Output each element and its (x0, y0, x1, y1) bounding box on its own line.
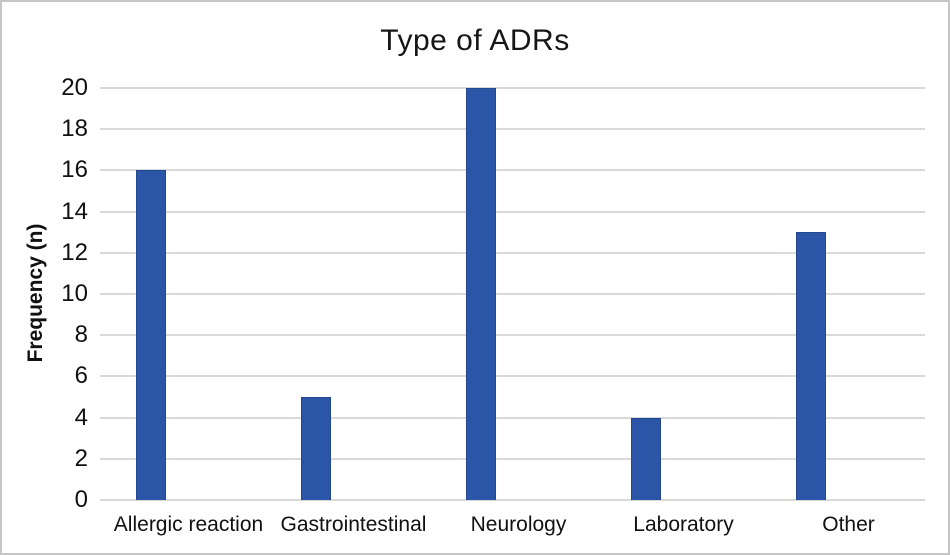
gridline-y-10 (100, 293, 925, 295)
gridline-y-12 (100, 251, 925, 254)
chart-title: Type of ADRs (380, 24, 570, 57)
x-tick-label-neurology: Neurology (470, 513, 567, 536)
gridline-y-4 (100, 416, 925, 419)
y-tick-label-6: 6 (74, 362, 88, 390)
y-tick-label-18: 18 (61, 115, 88, 143)
gridline-y-14 (100, 210, 925, 213)
plot-area (100, 87, 925, 501)
y-tick-label-4: 4 (74, 403, 88, 431)
gridline-y-2 (100, 457, 925, 460)
bar-neurology (465, 88, 496, 500)
y-tick-label-10: 10 (61, 280, 88, 307)
gridline-y-18 (100, 128, 925, 131)
gridline-y-0 (100, 499, 925, 501)
y-tick-label-14: 14 (61, 197, 88, 225)
gridline-y-8 (100, 334, 925, 337)
gridline-y-20 (100, 87, 925, 89)
y-tick-label-16: 16 (61, 156, 88, 184)
x-tick-label-gastrointestinal: Gastrointestinal (280, 513, 427, 536)
x-tick-label-laboratory: Laboratory (633, 513, 734, 536)
y-tick-label-12: 12 (61, 238, 88, 266)
x-tick-label-other: Other (822, 513, 875, 536)
y-tick-label-8: 8 (74, 321, 88, 349)
y-tick-label-20: 20 (61, 74, 88, 101)
gridline-y-6 (100, 375, 925, 378)
bar-laboratory (630, 417, 661, 500)
y-tick-label-0: 0 (74, 486, 88, 513)
y-tick-label-2: 2 (74, 444, 88, 472)
x-tick-label-allergic-reaction: Allergic reaction (113, 513, 264, 536)
bar-allergic-reaction (135, 170, 166, 500)
bar-other (795, 232, 826, 500)
bar-gastrointestinal (300, 397, 331, 500)
gridline-y-16 (100, 169, 925, 172)
